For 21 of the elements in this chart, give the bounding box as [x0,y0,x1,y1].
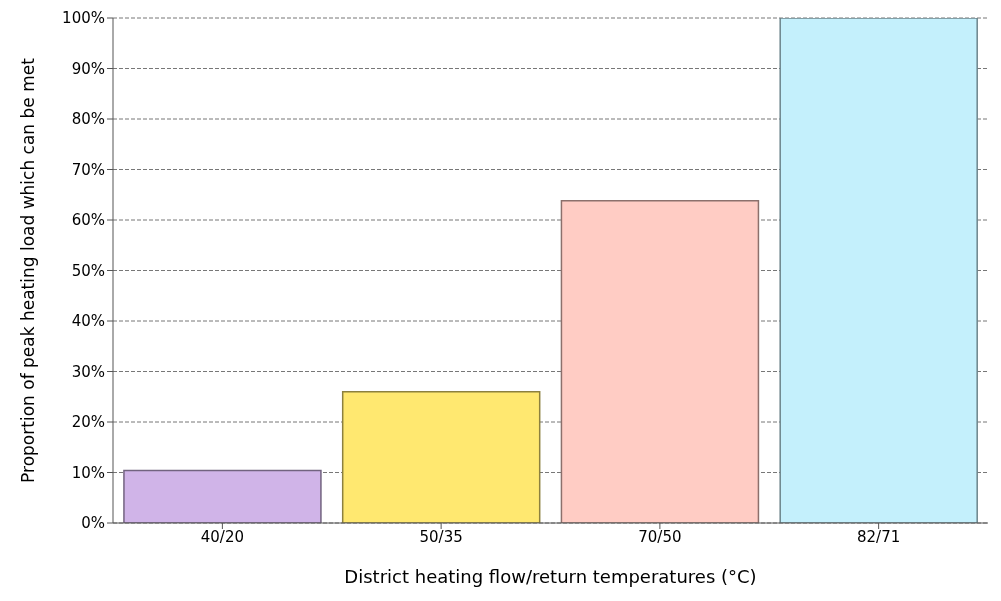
y-tick-label: 0% [81,514,105,533]
y-tick-label: 100% [62,9,105,28]
x-tick-label: 82/71 [857,527,901,546]
y-tick-label: 90% [71,59,105,78]
y-axis-title: Proportion of peak heating load which can be met [18,57,39,483]
bar [123,469,322,523]
x-tick-label: 70/50 [638,527,682,546]
bar [341,390,541,523]
y-tick-label: 70% [71,160,105,179]
y-tick-label: 40% [71,312,105,331]
y-tick-label: 30% [71,362,105,381]
y-tick-label: 10% [71,463,105,482]
y-tick-label: 80% [71,110,105,129]
y-tick-label: 20% [71,413,105,432]
bar [779,18,978,523]
x-tick-label: 40/20 [200,527,244,546]
y-tick-label: 60% [71,211,105,230]
x-tick-label: 50/35 [419,527,463,546]
x-axis-title: District heating flow/return temperatures (°C) [344,566,757,587]
bar [560,200,760,523]
y-tick-label: 50% [71,261,105,280]
